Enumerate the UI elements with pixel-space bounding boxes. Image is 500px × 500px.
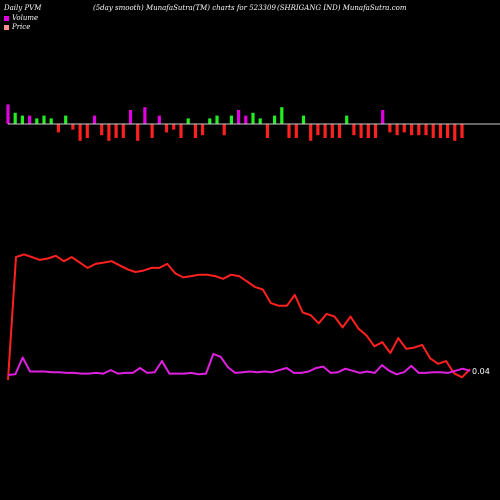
pvm-bar <box>417 124 421 136</box>
pvm-bar <box>410 124 414 136</box>
pvm-bar <box>388 124 392 133</box>
legend-price-swatch <box>4 24 9 30</box>
pvm-bar <box>56 124 60 133</box>
pvm-bar <box>193 124 197 138</box>
header-right: (SHRIGANG IND) MunafaSutra.com <box>277 4 407 12</box>
pvm-bar <box>359 124 363 138</box>
pvm-bar <box>366 124 370 138</box>
pvm-bar <box>294 124 298 138</box>
legend-volume-swatch <box>4 15 9 21</box>
pvm-bar <box>121 124 125 138</box>
pvm-bar <box>215 115 219 124</box>
pvm-bar <box>136 124 140 141</box>
pvm-bar <box>107 124 111 141</box>
pvm-bar <box>28 115 32 124</box>
pvm-bar <box>446 124 450 138</box>
pvm-bar <box>337 124 342 138</box>
pvm-bar <box>6 104 10 124</box>
pvm-bar <box>208 118 212 124</box>
pvm-bar <box>316 124 320 136</box>
pvm-bar <box>323 124 327 138</box>
pvm-bar <box>222 124 226 136</box>
legend-volume: Volume <box>4 14 38 22</box>
pvm-bar <box>431 124 435 138</box>
pvm-bar <box>100 124 104 136</box>
pvm-bar <box>395 124 399 136</box>
pvm-bar <box>280 107 284 124</box>
price-line <box>7 253 471 381</box>
pvm-bar <box>460 124 464 138</box>
pvm-bar <box>352 124 356 136</box>
pvm-bar <box>128 110 133 124</box>
pvm-bar <box>179 124 183 138</box>
pvm-bar <box>201 124 205 136</box>
pvm-bar <box>345 115 349 124</box>
pvm-bar <box>265 124 269 138</box>
pvm-bars <box>6 104 464 141</box>
pvm-bar <box>237 110 241 124</box>
pvm-bar <box>157 115 161 124</box>
pvm-bar <box>35 118 39 124</box>
pvm-bar <box>438 124 442 138</box>
header-left: Daily PVM <box>4 4 42 12</box>
legend-volume-label: Volume <box>12 14 39 22</box>
pvm-bar <box>143 107 147 124</box>
pvm-bar <box>453 124 457 141</box>
pvm-bar <box>309 124 313 141</box>
pvm-bar <box>42 115 46 124</box>
pvm-bar <box>20 115 24 124</box>
pvm-bar <box>78 124 82 141</box>
pvm-bar <box>186 118 190 124</box>
pvm-bar <box>301 115 306 124</box>
pvm-bar <box>172 124 176 130</box>
pvm-bar <box>49 118 53 124</box>
pvm-bar <box>13 112 17 124</box>
pvm-bar <box>258 118 262 124</box>
end-value-label: 0.04 <box>472 367 490 376</box>
pvm-bar <box>114 124 118 138</box>
volume-series <box>7 353 471 376</box>
price-series <box>7 253 471 381</box>
pvm-bar <box>92 115 97 124</box>
pvm-bar <box>373 124 378 138</box>
pvm-bar <box>251 112 255 124</box>
pvm-bar <box>85 124 89 138</box>
volume-line <box>7 353 471 376</box>
legend-price: Price <box>4 23 30 31</box>
pvm-bar <box>164 124 169 133</box>
pvm-bar <box>71 124 75 130</box>
pvm-bar <box>381 110 385 124</box>
pvm-bar <box>273 115 277 124</box>
pvm-bar <box>424 124 428 136</box>
pvm-bar <box>150 124 154 138</box>
pvm-bar <box>330 124 334 138</box>
legend-price-label: Price <box>12 23 31 31</box>
pvm-bar <box>64 115 68 124</box>
pvm-bar <box>402 124 406 133</box>
pvm-bar <box>229 115 233 124</box>
header-center: (5day smooth) MunafaSutra(TM) charts for… <box>93 4 276 12</box>
pvm-bar <box>244 115 248 124</box>
pvm-bar <box>287 124 291 138</box>
